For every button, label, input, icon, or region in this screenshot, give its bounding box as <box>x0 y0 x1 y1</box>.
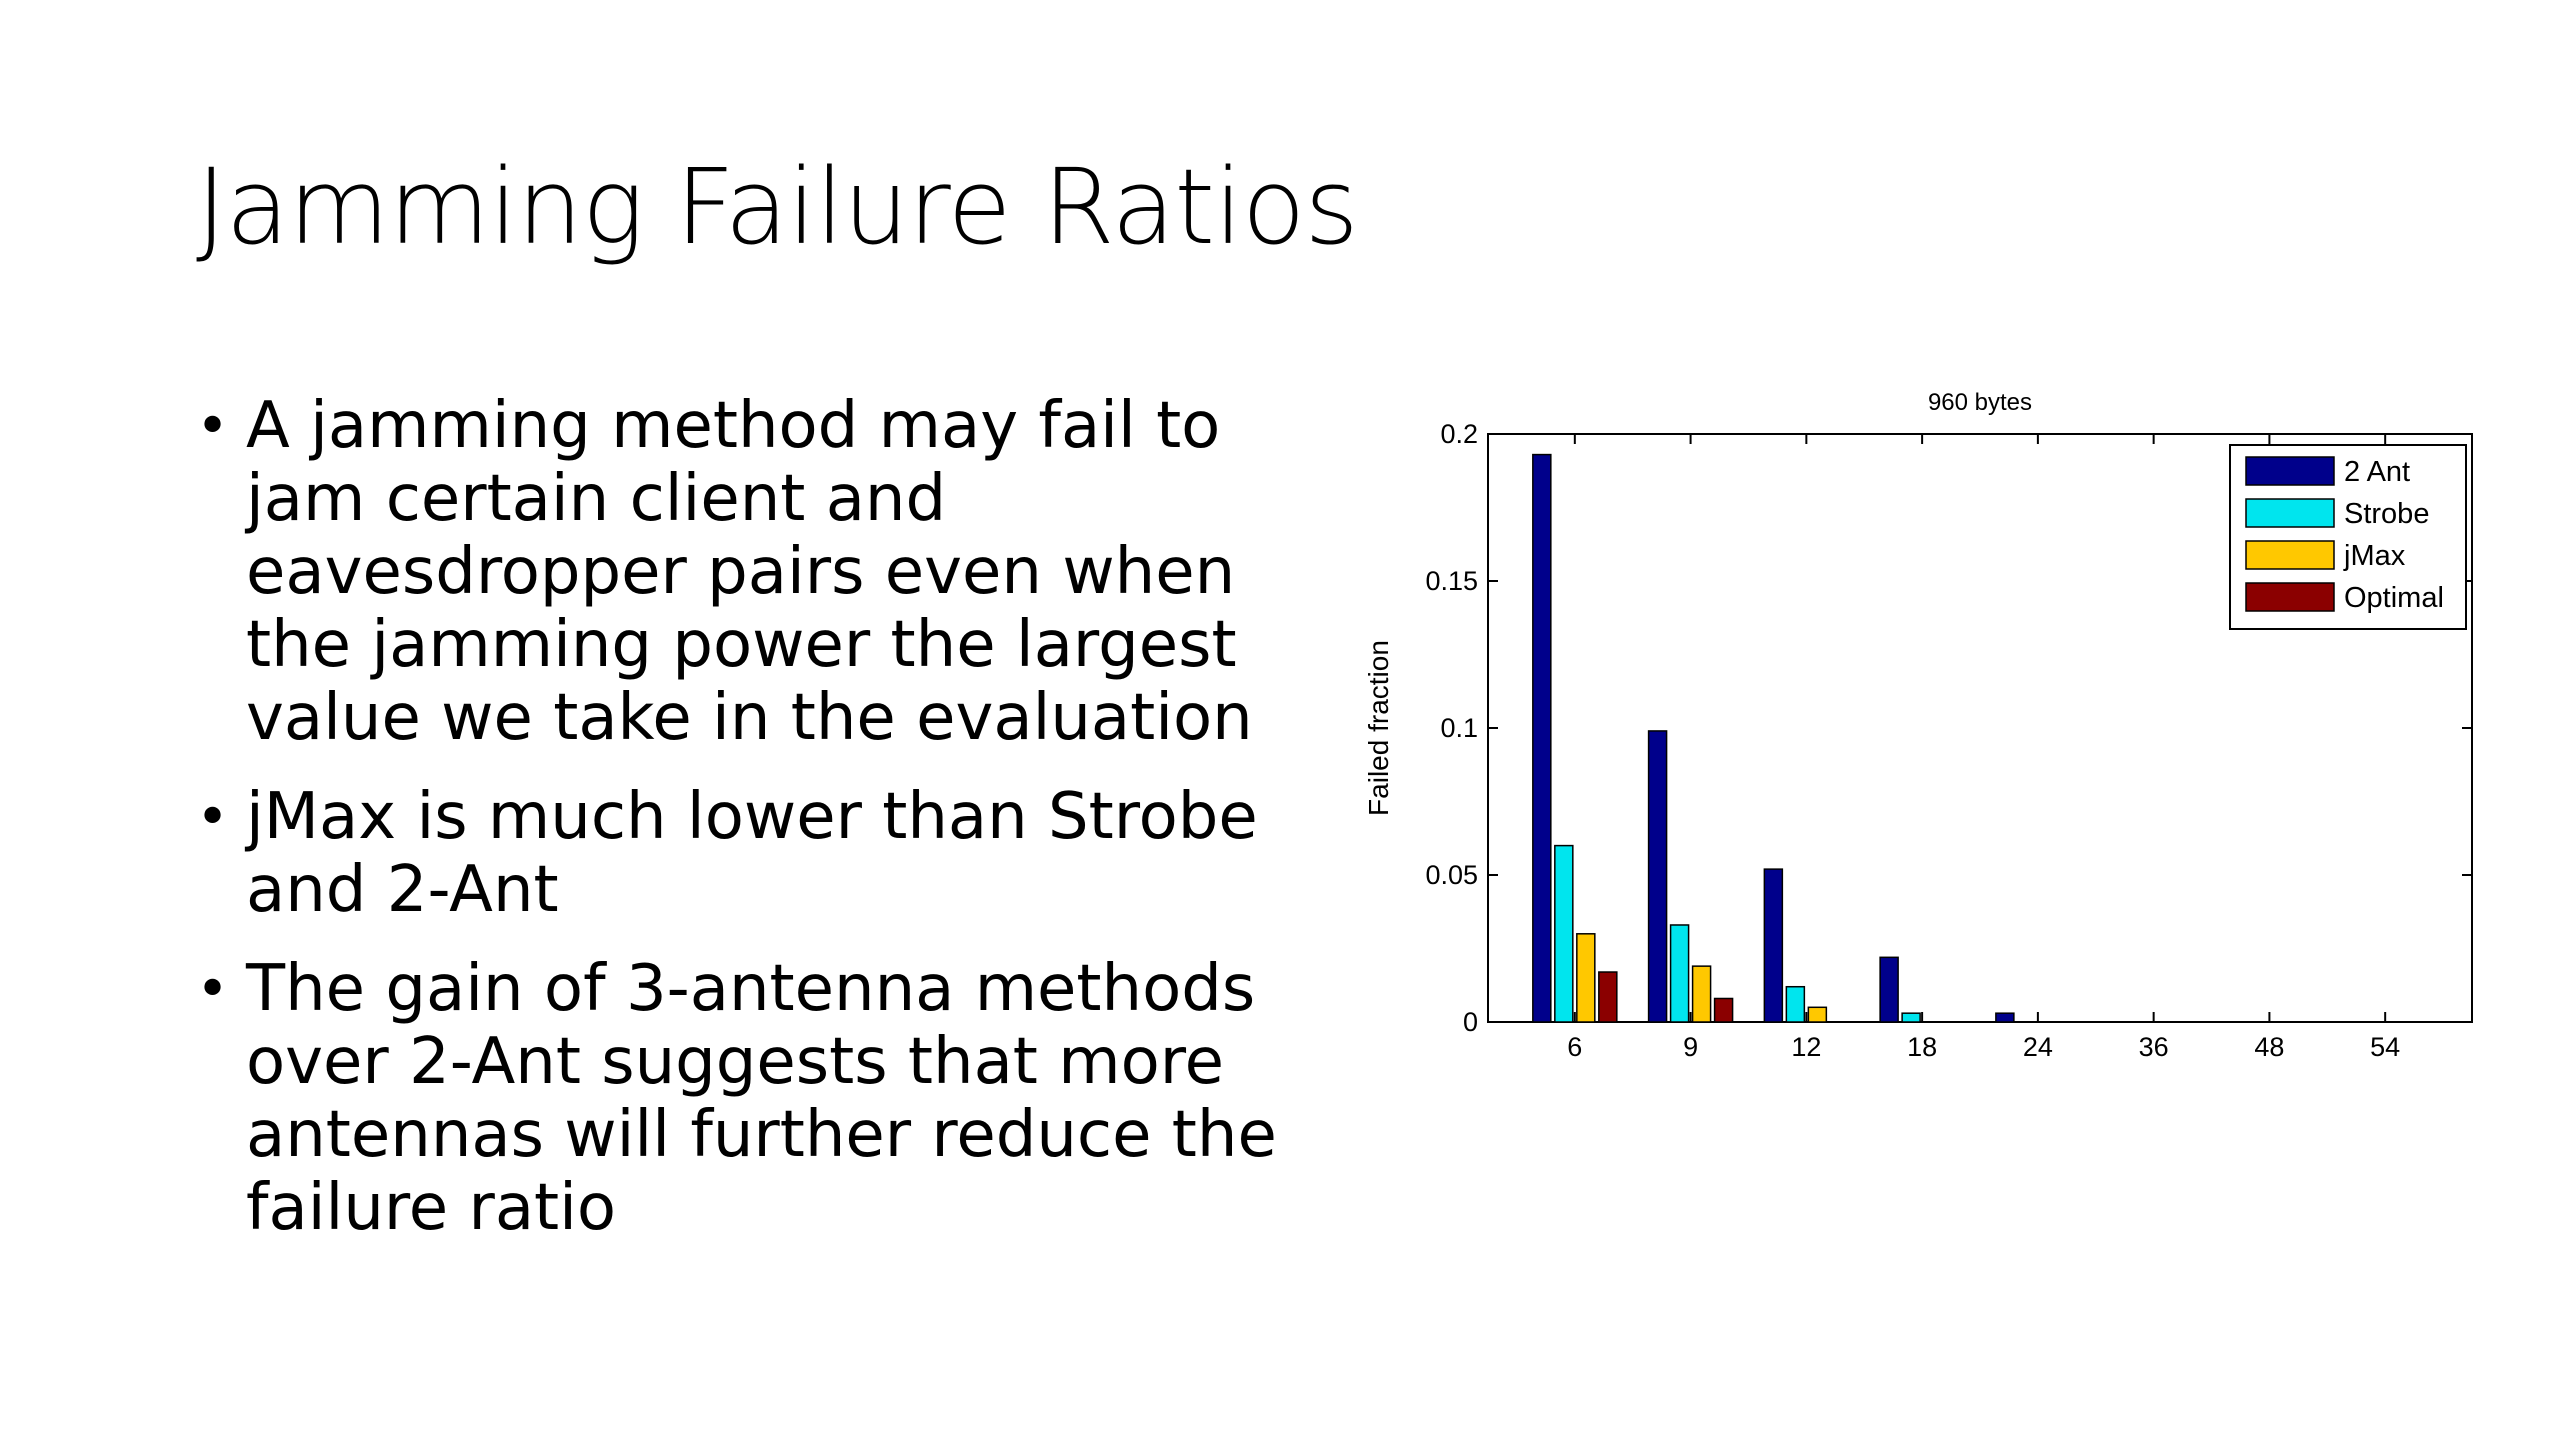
x-tick-label: 48 <box>2254 1032 2284 1062</box>
bar-optimal <box>1598 971 1618 1023</box>
bar-jmax <box>1576 933 1596 1023</box>
x-tick-label: 6 <box>1567 1032 1582 1062</box>
legend-label: jMax <box>2343 540 2406 572</box>
y-tick-label: 0.15 <box>1425 566 1478 596</box>
y-tick-label: 0 <box>1463 1007 1478 1037</box>
bar-2-ant <box>1879 956 1899 1023</box>
bar-optimal <box>1713 997 1734 1023</box>
y-tick-label: 0.05 <box>1425 860 1478 890</box>
x-tick-label: 9 <box>1683 1032 1698 1062</box>
bar-strobe <box>1669 924 1690 1023</box>
bullet-list: A jamming method may fail to jam certain… <box>196 390 1326 1271</box>
bar-2-ant <box>1532 453 1552 1023</box>
bar-2-ant <box>1995 1012 2015 1023</box>
x-tick-label: 54 <box>2370 1032 2400 1062</box>
bar-2-ant <box>1647 730 1668 1023</box>
slide-title: Jamming Failure Ratios <box>196 146 1359 268</box>
x-tick-label: 24 <box>2023 1032 2053 1062</box>
chart-title: 960 bytes <box>1928 389 2032 416</box>
legend-swatch <box>2245 582 2335 612</box>
chart: 960 bytes 0 0.05 0.1 0.15 0.2 Failed fraction 6… <box>1340 370 2540 1090</box>
bar-strobe <box>1554 844 1574 1023</box>
bar-strobe <box>1785 985 1806 1023</box>
legend-swatch <box>2245 540 2335 570</box>
bar-chart-svg: 960 bytes 0 0.05 0.1 0.15 0.2 Failed fraction 6… <box>1363 389 2473 1062</box>
x-tick-label: 12 <box>1791 1032 1821 1062</box>
bullet-item: jMax is much lower than Strobe and 2-Ant <box>196 781 1326 927</box>
legend-swatch <box>2245 456 2335 486</box>
legend-swatch <box>2245 498 2335 528</box>
y-axis-label: Failed fraction <box>1363 640 1394 816</box>
y-tick-label: 0.2 <box>1440 419 1478 449</box>
bar-2-ant <box>1763 868 1784 1023</box>
x-tick-label: 18 <box>1907 1032 1937 1062</box>
legend-label: Strobe <box>2344 498 2429 530</box>
bullet-item: The gain of 3-antenna methods over 2-Ant… <box>196 953 1326 1245</box>
y-tick-label: 0.1 <box>1440 713 1478 743</box>
bar-jmax <box>1807 1006 1828 1023</box>
bar-strobe <box>1901 1012 1921 1023</box>
bar-jmax <box>1691 965 1712 1023</box>
legend-label: 2 Ant <box>2344 456 2410 488</box>
bullet-item: A jamming method may fail to jam certain… <box>196 390 1326 755</box>
x-tick-label: 36 <box>2139 1032 2169 1062</box>
legend-label: Optimal <box>2344 582 2444 614</box>
